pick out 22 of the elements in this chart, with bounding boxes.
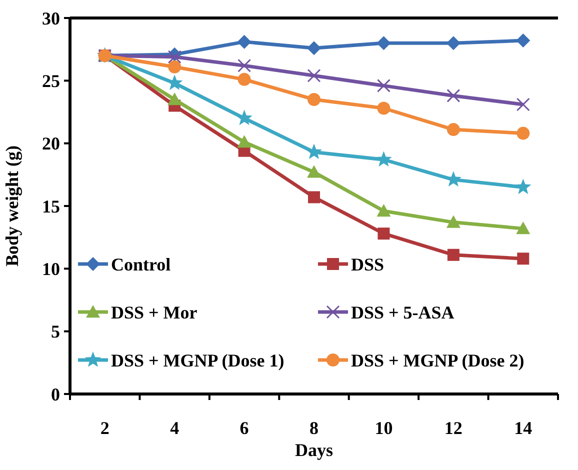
x-tick-label: 2 (100, 418, 110, 438)
y-tick-label: 15 (42, 196, 60, 216)
x-tick-label: 10 (374, 418, 393, 438)
y-tick-label: 0 (51, 384, 60, 404)
x-tick-label: 14 (514, 418, 532, 438)
legend-label: DSS + 5-ASA (351, 302, 454, 322)
x-axis-title: Days (294, 440, 334, 460)
y-axis-title: Body weight (g) (2, 145, 22, 266)
x-tick-label: 8 (310, 418, 318, 438)
legend-label: DSS + Mor (111, 302, 198, 322)
y-tick-label: 20 (42, 134, 60, 154)
y-tick-label: 10 (42, 258, 60, 279)
legend-label: DSS (351, 254, 384, 274)
x-tick-label: 12 (444, 418, 462, 438)
y-tick-label: 25 (42, 70, 60, 91)
legend-label: DSS + MGNP (Dose 1) (111, 350, 284, 370)
legend-label: Control (111, 254, 171, 274)
legend-label: DSS + MGNP (Dose 2) (351, 350, 524, 370)
x-tick-label: 4 (170, 418, 180, 438)
y-tick-label: 5 (51, 322, 60, 342)
x-tick-label: 6 (240, 418, 249, 438)
y-tick-label: 30 (42, 8, 60, 28)
